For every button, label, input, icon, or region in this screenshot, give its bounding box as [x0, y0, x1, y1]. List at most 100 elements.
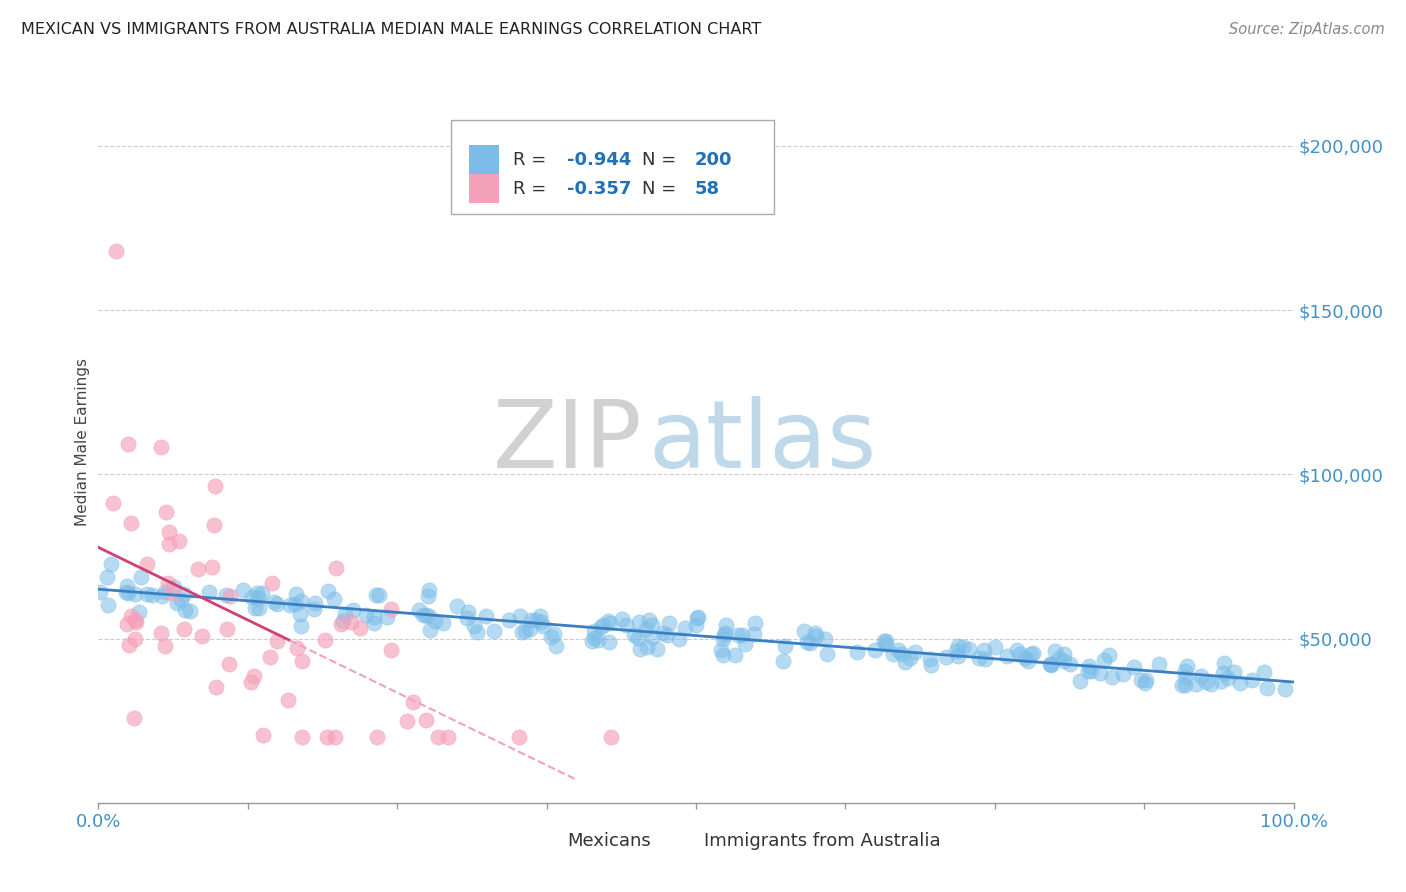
Point	[402, 695, 425, 709]
Point	[316, 730, 339, 744]
Point	[1147, 657, 1170, 672]
Point	[898, 651, 921, 665]
Point	[1229, 675, 1251, 690]
Point	[153, 584, 176, 599]
Point	[1185, 677, 1208, 691]
FancyBboxPatch shape	[666, 828, 690, 854]
Point	[711, 632, 734, 646]
Point	[952, 640, 974, 654]
Point	[945, 644, 967, 658]
Point	[668, 632, 690, 646]
Point	[135, 558, 157, 572]
Point	[173, 587, 195, 601]
Point	[1223, 665, 1246, 679]
Point	[891, 647, 914, 661]
Point	[508, 730, 530, 744]
Text: 58: 58	[695, 179, 720, 198]
Point	[246, 586, 269, 600]
Point	[117, 436, 139, 450]
Point	[380, 602, 402, 616]
Point	[894, 655, 917, 669]
Point	[396, 714, 419, 728]
Point	[775, 639, 797, 653]
Point	[157, 524, 180, 539]
Point	[117, 586, 139, 600]
Point	[284, 598, 307, 612]
Point	[969, 651, 991, 665]
Point	[187, 562, 209, 576]
Point	[724, 648, 747, 662]
Point	[946, 639, 969, 653]
Point	[586, 633, 609, 648]
Point	[1253, 665, 1275, 679]
Point	[162, 586, 184, 600]
Point	[129, 570, 152, 584]
Point	[599, 615, 621, 630]
Point	[685, 618, 707, 632]
Point	[266, 598, 288, 612]
Point	[1043, 644, 1066, 658]
Point	[232, 582, 254, 597]
Point	[1174, 664, 1197, 678]
Point	[1213, 656, 1236, 670]
Point	[368, 588, 391, 602]
Point	[638, 613, 661, 627]
Point	[636, 640, 658, 654]
Point	[149, 626, 172, 640]
Text: R =: R =	[513, 179, 553, 198]
Point	[799, 636, 821, 650]
Point	[363, 610, 385, 624]
Text: MEXICAN VS IMMIGRANTS FROM AUSTRALIA MEDIAN MALE EARNINGS CORRELATION CHART: MEXICAN VS IMMIGRANTS FROM AUSTRALIA MED…	[21, 22, 761, 37]
Point	[1133, 675, 1156, 690]
Point	[1130, 673, 1153, 688]
Point	[285, 640, 308, 655]
Text: N =: N =	[643, 179, 682, 198]
Point	[427, 730, 450, 744]
Point	[519, 613, 541, 627]
Point	[202, 517, 225, 532]
Point	[510, 624, 533, 639]
Point	[418, 583, 440, 598]
Point	[731, 628, 754, 642]
Point	[456, 611, 478, 625]
Point	[1170, 678, 1192, 692]
Point	[124, 632, 146, 647]
Point	[125, 615, 148, 629]
Point	[259, 650, 281, 665]
Point	[688, 610, 710, 624]
Point	[415, 608, 437, 623]
Point	[623, 628, 645, 642]
Y-axis label: Median Male Earnings: Median Male Earnings	[75, 358, 90, 525]
Point	[432, 616, 454, 631]
Point	[218, 657, 240, 672]
Point	[128, 605, 150, 619]
Point	[845, 645, 868, 659]
Point	[641, 618, 664, 632]
Text: -0.357: -0.357	[567, 179, 631, 198]
Point	[530, 615, 553, 629]
Point	[1053, 647, 1076, 661]
Point	[217, 622, 239, 636]
Point	[1216, 671, 1239, 685]
Point	[583, 631, 606, 645]
Point	[150, 440, 173, 454]
Point	[598, 635, 620, 649]
Point	[97, 598, 120, 612]
Point	[887, 642, 910, 657]
FancyBboxPatch shape	[529, 828, 553, 854]
Point	[1039, 657, 1062, 672]
Point	[1080, 665, 1102, 679]
Point	[243, 601, 266, 615]
Point	[793, 624, 815, 639]
Point	[873, 634, 896, 648]
Point	[423, 614, 446, 628]
Point	[804, 629, 827, 643]
Point	[1209, 674, 1232, 689]
Point	[627, 615, 650, 629]
Point	[437, 730, 460, 744]
Point	[581, 633, 603, 648]
Point	[903, 645, 925, 659]
Point	[1240, 673, 1263, 687]
Point	[544, 639, 567, 653]
Point	[1201, 676, 1223, 690]
